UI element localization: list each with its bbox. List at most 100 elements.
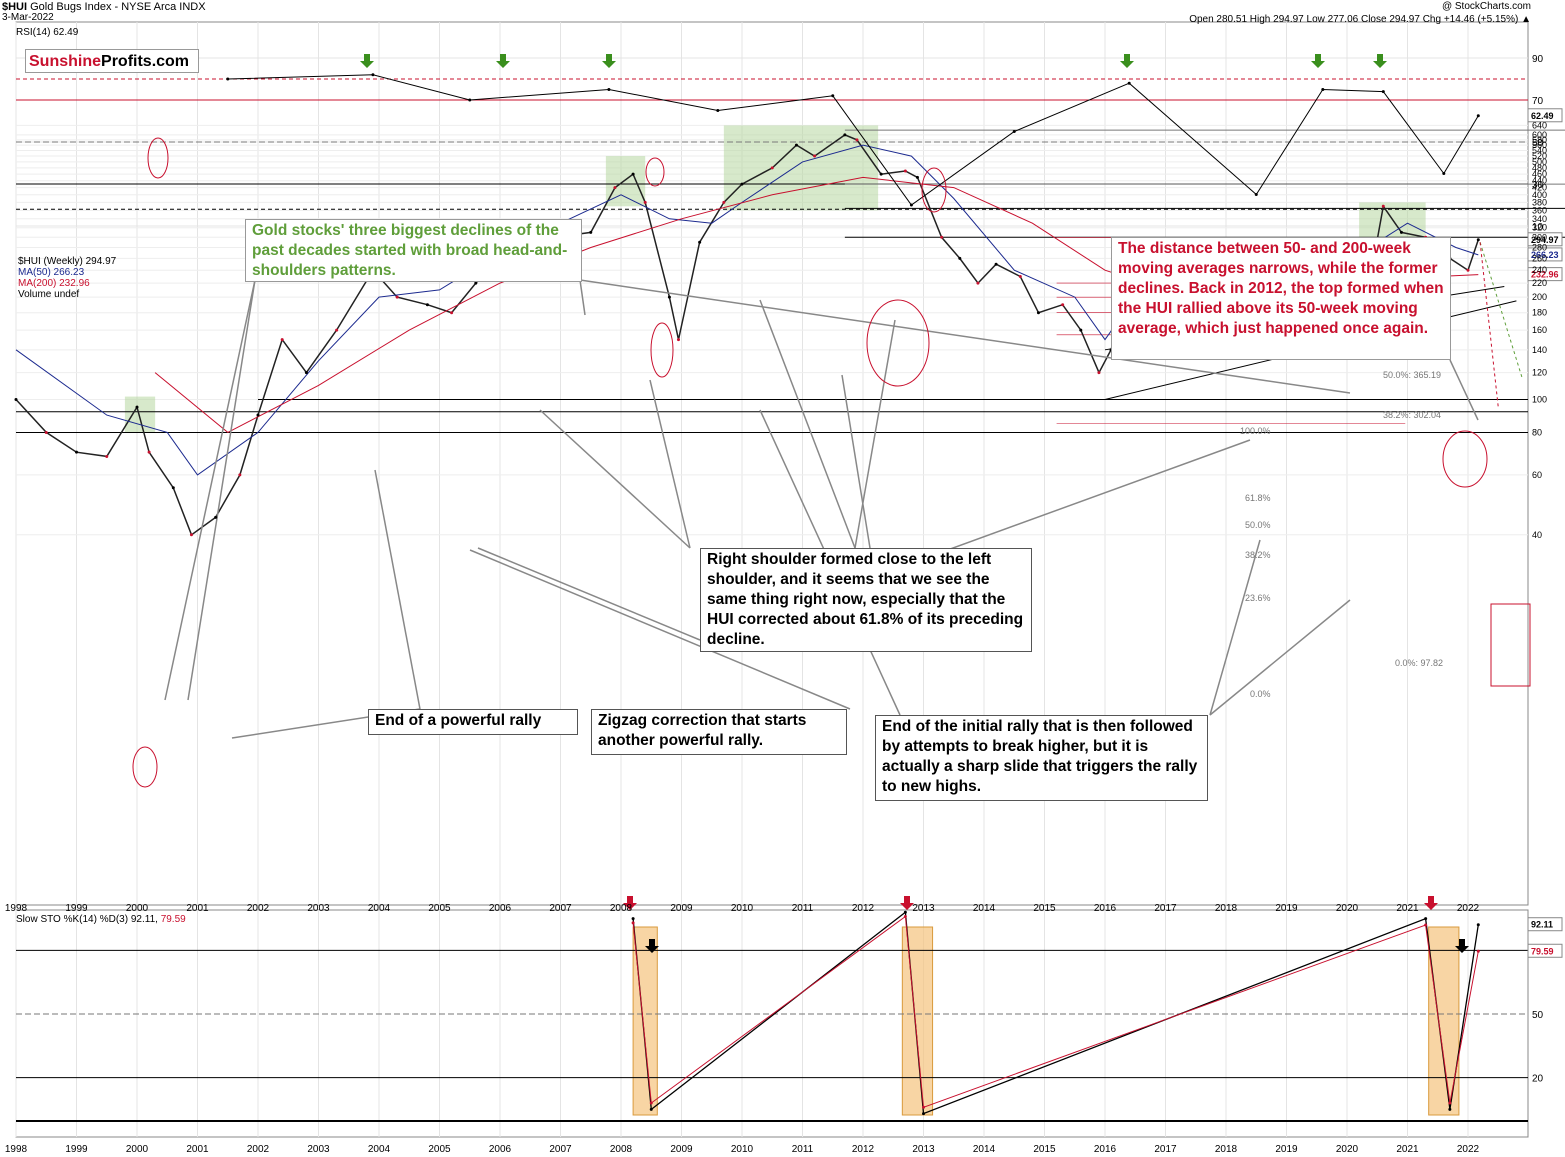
green-arrow xyxy=(1311,54,1325,68)
sto-highlight-zone xyxy=(901,926,934,1116)
ma200-value-tag-box xyxy=(1527,267,1563,282)
callout-pointer xyxy=(187,279,256,701)
price-point xyxy=(855,138,859,142)
fib-label: 50.0%: 365.19 xyxy=(1383,370,1441,380)
price-tick-label: 320 xyxy=(1532,223,1547,233)
chart-symbol-name: Gold Bugs Index - NYSE Arca INDX xyxy=(30,1,206,13)
red-arrow xyxy=(900,896,914,910)
price-tick-label: 100 xyxy=(1532,395,1547,405)
price-point xyxy=(722,200,726,204)
chart-symbol: $HUI Gold Bugs Index - NYSE Arca INDX xyxy=(2,1,206,13)
price-point xyxy=(667,295,671,299)
x-tick-label: 2011 xyxy=(792,903,814,914)
x-tick-label: 2019 xyxy=(1275,903,1298,914)
highlight-circle xyxy=(147,137,169,179)
rsi-point xyxy=(468,98,472,102)
price-point xyxy=(903,169,907,173)
price-tick-label: 180 xyxy=(1532,308,1547,318)
annotation-hs-patterns: Gold stocks' three biggest declines of t… xyxy=(245,219,582,282)
sto-d-point xyxy=(903,914,907,918)
ma50-value-tag-box xyxy=(1527,247,1563,262)
black-arrow xyxy=(645,939,659,953)
projection-line xyxy=(1479,242,1523,380)
price-point xyxy=(631,172,635,176)
legend-ma200: MA(200) 232.96 xyxy=(18,278,90,289)
price-tick-label: 280 xyxy=(1532,242,1547,252)
x-tick-label: 2015 xyxy=(1033,903,1056,914)
head-shoulders-zone xyxy=(124,396,156,433)
x-tick-label: 2016 xyxy=(1094,1144,1117,1155)
sto-d-point xyxy=(922,1105,925,1109)
callout-pointer xyxy=(854,319,896,549)
highlight-circle xyxy=(132,746,158,788)
fib-label: 0.0%: 97.82 xyxy=(1395,658,1443,668)
x-tick-label: 2001 xyxy=(186,903,209,914)
price-point xyxy=(958,256,962,260)
sto-d-point xyxy=(1424,923,1428,927)
fib-label: 38.2%: 302.04 xyxy=(1383,410,1441,420)
x-tick-label: 2012 xyxy=(852,903,875,914)
x-tick-label: 2016 xyxy=(1094,903,1117,914)
price-point xyxy=(280,338,284,342)
x-tick-label: 2005 xyxy=(428,1144,451,1155)
price-point xyxy=(425,303,429,307)
sto-k-point xyxy=(922,1112,925,1116)
rsi-point xyxy=(1012,130,1016,133)
green-arrow xyxy=(602,54,616,68)
x-tick-label: 2014 xyxy=(973,903,996,914)
x-tick-label: 2000 xyxy=(126,903,149,914)
rsi-value-tag: 62.49 xyxy=(1531,111,1554,121)
ma200-value-tag: 232.96 xyxy=(1531,270,1559,280)
price-tick-label: 460 xyxy=(1532,169,1547,179)
price-tick-label: 640 xyxy=(1532,120,1547,130)
price-tick-label: 600 xyxy=(1532,130,1547,140)
sto-label-value: 79.59 xyxy=(160,914,186,925)
callout-pointer xyxy=(539,409,691,549)
rsi-point xyxy=(1321,88,1325,91)
green-arrow xyxy=(1373,54,1387,68)
chart-credit: @ StockCharts.com xyxy=(1441,1,1531,12)
x-tick-label: 2021 xyxy=(1396,1144,1419,1155)
fib-label: 38.2% xyxy=(1245,550,1271,560)
price-point xyxy=(676,338,680,342)
price-point xyxy=(643,200,647,204)
green-arrow xyxy=(360,54,374,68)
rsi-value-tag-box xyxy=(1527,108,1563,123)
price-point xyxy=(450,311,454,315)
price-point xyxy=(256,413,260,417)
price-point xyxy=(740,182,744,186)
x-tick-label: 2013 xyxy=(912,1144,935,1155)
sto-d-point xyxy=(649,1101,653,1105)
x-tick-label: 1998 xyxy=(5,903,28,914)
price-tick-label: 580 xyxy=(1532,135,1547,145)
price-tick-label: 400 xyxy=(1532,190,1547,200)
target-zone xyxy=(1490,603,1531,687)
sto-d-value-tag-box xyxy=(1527,943,1563,958)
x-tick-label: 1999 xyxy=(65,903,88,914)
rsi-tick-label: 90 xyxy=(1532,54,1544,65)
chart-symbol-code: $HUI xyxy=(2,1,28,13)
legend-hui: $HUI (Weekly) 294.97 xyxy=(18,256,117,267)
price-point xyxy=(698,240,702,244)
annotation-right-shoulder: Right shoulder formed close to the left … xyxy=(700,548,1032,652)
fib-label: 100.0% xyxy=(1240,426,1271,436)
green-arrow xyxy=(1120,54,1134,68)
rsi-point xyxy=(831,94,835,98)
price-point xyxy=(171,486,175,490)
price-tick-label: 480 xyxy=(1532,163,1547,173)
sunshine-profits-logo: SunshineProfits.com xyxy=(25,49,199,73)
price-point xyxy=(44,430,48,434)
annotation-ma-narrowing: The distance between 50- and 200-week mo… xyxy=(1111,237,1451,360)
x-tick-label: 2014 xyxy=(973,1144,996,1155)
callout-pointer xyxy=(477,547,701,641)
price-tick-label: 340 xyxy=(1532,214,1547,224)
x-tick-label: 2002 xyxy=(247,1144,270,1155)
price-tick-label: 140 xyxy=(1532,345,1547,355)
price-point xyxy=(474,281,478,285)
price-point xyxy=(1097,371,1101,375)
callout-pointer xyxy=(374,469,421,710)
price-point xyxy=(976,281,980,285)
highlight-circle xyxy=(1442,430,1488,488)
sto-highlight-zone xyxy=(1428,926,1460,1116)
rsi-point xyxy=(716,109,720,112)
